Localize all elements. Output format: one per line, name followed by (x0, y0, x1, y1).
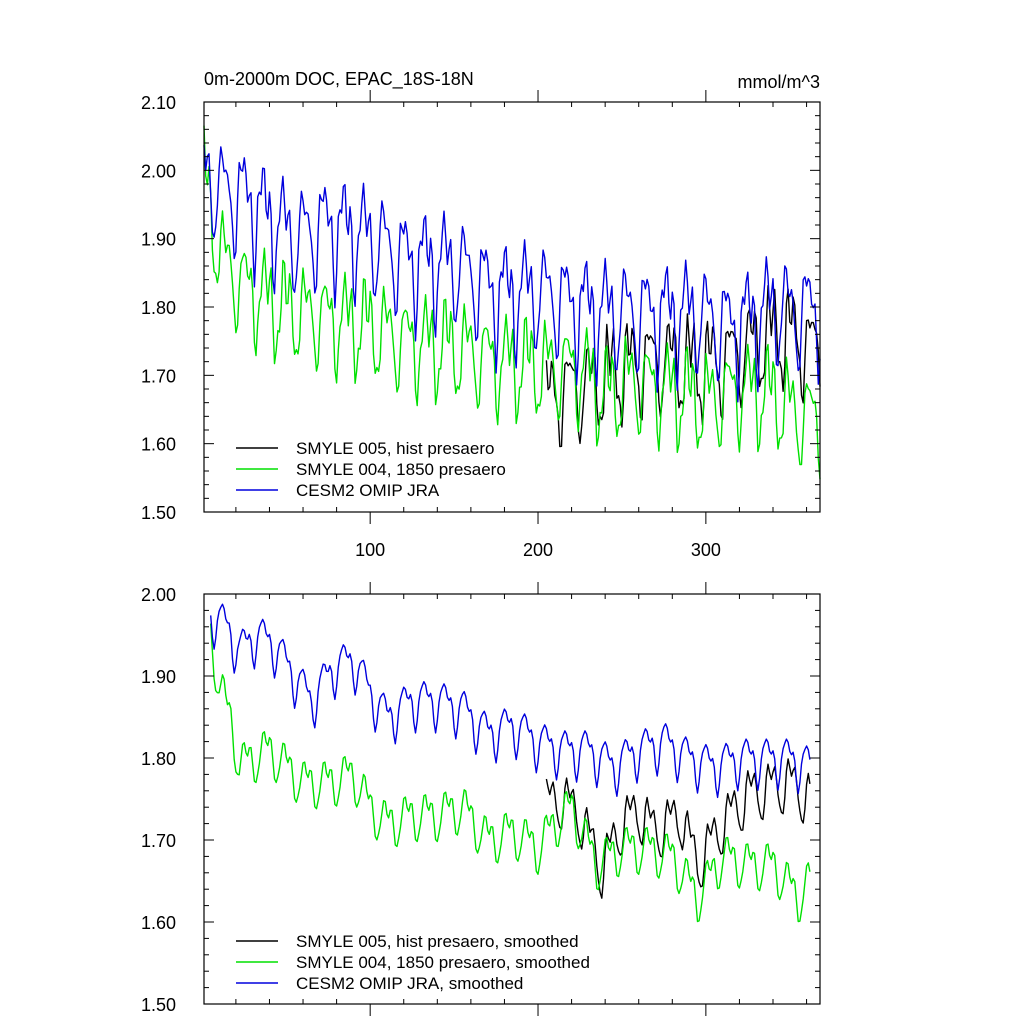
bottom-panel-series (210, 603, 811, 923)
top-panel-title: 0m-2000m DOC, EPAC_18S-18N (204, 69, 474, 90)
x-tick-label: 100 (355, 540, 385, 560)
legend-label-cesm2: CESM2 OMIP JRA (296, 481, 440, 500)
series-line-1-1 (210, 623, 811, 923)
legend-label-smyle005-smoothed: SMYLE 005, hist presaero, smoothed (296, 932, 579, 951)
bottom-panel: 1.50 1.60 1.70 1.80 1.90 2.00 SMYLE 005, hist… (141, 582, 821, 1016)
series-line-1-0 (545, 758, 811, 899)
y-tick-label: 1.60 (141, 913, 176, 933)
x-tick-label: 200 (523, 540, 553, 560)
bottom-panel-frame (203, 593, 821, 1005)
top-panel-units: mmol/m^3 (738, 72, 820, 92)
series-line-0-0 (545, 285, 821, 448)
y-tick-label: 2.10 (141, 93, 176, 113)
y-tick-label: 1.80 (141, 298, 176, 318)
y-tick-label: 1.90 (141, 667, 176, 687)
y-tick-label: 1.50 (141, 503, 176, 523)
y-tick-label: 2.00 (141, 585, 176, 605)
y-tick-label: 2.00 (141, 161, 176, 181)
y-tick-label: 1.80 (141, 749, 176, 769)
legend-label-smyle004: SMYLE 004, 1850 presaero (296, 460, 506, 479)
y-tick-label: 1.70 (141, 366, 176, 386)
legend-label-smyle005: SMYLE 005, hist presaero (296, 439, 494, 458)
x-tick-label: 300 (691, 540, 721, 560)
bottom-panel-legend: SMYLE 005, hist presaero, smoothed SMYLE… (236, 932, 590, 993)
series-line-0-2 (203, 145, 821, 403)
legend-label-smyle004-smoothed: SMYLE 004, 1850 presaero, smoothed (296, 953, 590, 972)
y-tick-label: 1.70 (141, 831, 176, 851)
bottom-panel-ticks: 1.50 1.60 1.70 1.80 1.90 2.00 (141, 582, 820, 1016)
top-panel: 0m-2000m DOC, EPAC_18S-18N mmol/m^3 1.50… (141, 69, 821, 560)
y-tick-label: 1.50 (141, 995, 176, 1015)
top-panel-series (203, 125, 821, 480)
top-panel-legend: SMYLE 005, hist presaero SMYLE 004, 1850… (236, 439, 506, 500)
series-line-0-1 (203, 125, 821, 480)
y-tick-label: 1.90 (141, 230, 176, 250)
y-tick-label: 1.60 (141, 435, 176, 455)
top-panel-ticks: 1.50 1.60 1.70 1.80 1.90 2.00 2.10 100 200 300 (141, 90, 820, 560)
legend-label-cesm2-smoothed: CESM2 OMIP JRA, smoothed (296, 974, 523, 993)
series-line-1-2 (210, 603, 811, 799)
